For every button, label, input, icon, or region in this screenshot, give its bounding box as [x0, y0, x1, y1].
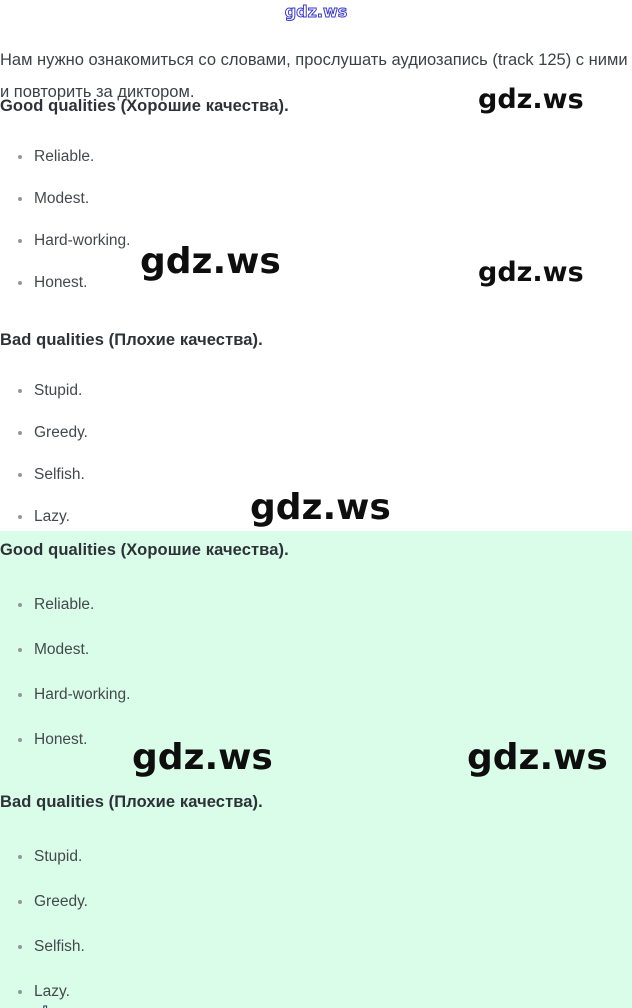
list-item: Modest. — [17, 641, 90, 658]
bad-qualities-heading: Bad qualities (Плохие качества). — [0, 331, 263, 349]
watermark-center-2: gdz.ws — [250, 487, 391, 528]
list-item: Reliable. — [17, 596, 95, 613]
watermark-green-right: gdz.ws — [467, 737, 608, 778]
watermark-green-left: gdz.ws — [132, 737, 273, 778]
watermark-top: gdz.ws — [284, 2, 348, 22]
watermark-bottom-cutoff: gdz.ws — [25, 1003, 89, 1008]
list-item: Honest. — [17, 731, 88, 748]
list-item: Stupid. — [17, 382, 83, 399]
watermark-right-1: gdz.ws — [478, 84, 584, 115]
good-qualities-heading-highlighted: Good qualities (Хорошие качества). — [0, 541, 289, 559]
list-item: Reliable. — [17, 148, 95, 165]
bad-qualities-heading-highlighted: Bad qualities (Плохие качества). — [0, 793, 263, 811]
list-item: Hard-working. — [17, 686, 131, 703]
watermark-center-1: gdz.ws — [140, 241, 281, 282]
list-item: Modest. — [17, 190, 90, 207]
highlighted-answer-block — [0, 531, 632, 1008]
list-item: Hard-working. — [17, 232, 131, 249]
list-item: Greedy. — [18, 424, 88, 441]
list-item: Honest. — [17, 274, 88, 291]
list-item: Greedy. — [18, 893, 88, 910]
watermark-right-2: gdz.ws — [478, 257, 584, 288]
list-item: Selfish. — [18, 466, 85, 483]
list-item: Lazy. — [18, 508, 70, 525]
list-item: Selfish. — [18, 938, 85, 955]
list-item: Lazy. — [18, 983, 70, 1000]
task-description: Нам нужно ознакомиться со словами, просл… — [0, 50, 628, 101]
good-qualities-heading: Good qualities (Хорошие качества). — [0, 97, 289, 115]
list-item: Stupid. — [17, 848, 83, 865]
